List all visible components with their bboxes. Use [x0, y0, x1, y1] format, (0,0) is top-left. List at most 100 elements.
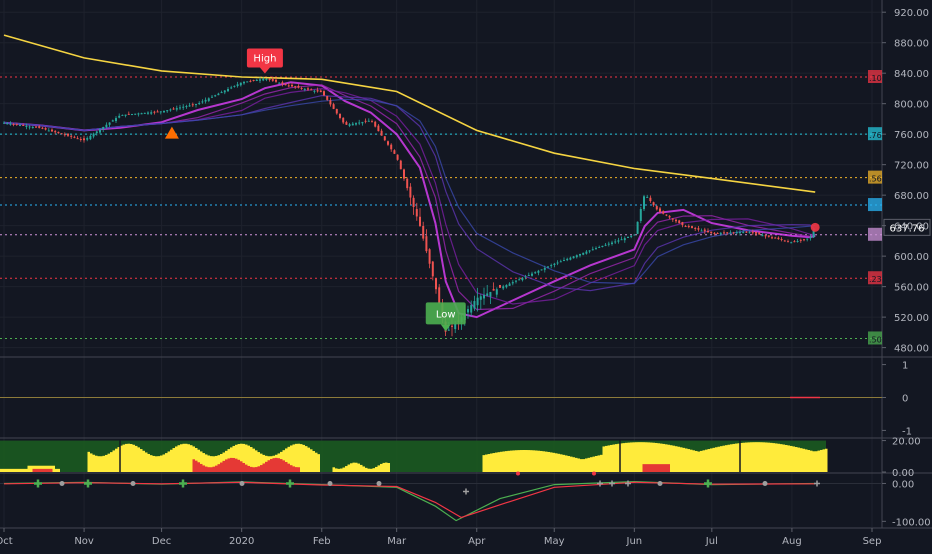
- price-axis-label: 480.00: [894, 344, 929, 355]
- osc2-bar: [485, 454, 488, 472]
- candle-body: [563, 260, 565, 262]
- osc2-bar: [0, 468, 3, 472]
- osc2-bar-red: [245, 464, 248, 472]
- candle-body: [239, 82, 242, 86]
- candle-body: [761, 235, 764, 237]
- candle-body: [508, 283, 511, 286]
- osc2-bar: [595, 455, 598, 472]
- osc2-bar-red: [237, 459, 240, 472]
- candle-body: [527, 275, 530, 277]
- candle-body: [694, 227, 697, 229]
- candle-body: [707, 230, 709, 233]
- time-axis-label: Apr: [468, 536, 486, 547]
- osc2-bar: [102, 455, 105, 472]
- osc2-bar-red: [45, 468, 48, 472]
- price-axis-label: 680.00: [894, 191, 929, 202]
- osc2-bar-red: [40, 468, 43, 472]
- osc2-bar: [242, 443, 245, 472]
- candle-body: [92, 133, 95, 137]
- ma-ribbon-line: [3, 84, 816, 311]
- level-tag: [868, 69, 882, 83]
- osc2-bar-red: [662, 464, 665, 472]
- osc2-bar-red: [50, 468, 53, 472]
- osc2-bar: [487, 454, 490, 472]
- candle-body: [63, 134, 66, 136]
- osc2-bar: [157, 456, 160, 472]
- osc2-bar: [120, 445, 123, 472]
- osc2-bar: [597, 455, 600, 472]
- osc2-bar: [605, 445, 608, 472]
- candle-body: [476, 297, 479, 306]
- osc2-bar: [720, 446, 723, 472]
- candle-body: [627, 236, 629, 238]
- osc2-bar: [495, 452, 498, 472]
- candle-body: [255, 79, 258, 82]
- candle-body: [601, 245, 604, 248]
- osc2-bar: [797, 447, 800, 472]
- time-axis-label: Oct: [0, 536, 13, 547]
- candle-body: [511, 282, 514, 284]
- candle-body: [380, 130, 383, 136]
- dot-gray-icon: [239, 480, 245, 486]
- osc2-bar: [607, 445, 610, 472]
- osc2-bar: [347, 464, 350, 472]
- candle-body: [598, 246, 601, 248]
- osc2-bar-red: [42, 468, 45, 472]
- osc2-bar: [145, 452, 148, 472]
- candle-body: [198, 102, 201, 104]
- candle-body: [374, 121, 377, 127]
- candle-body: [31, 126, 34, 128]
- candle-body: [67, 133, 69, 136]
- candle-body: [611, 242, 613, 244]
- osc2-bar: [752, 442, 755, 472]
- level-tag: [868, 331, 882, 345]
- osc2-bar: [305, 446, 308, 472]
- time-axis-label: Dec: [152, 536, 171, 547]
- osc2-bar: [152, 455, 155, 472]
- dot-gray-icon: [130, 480, 136, 486]
- candle-body: [665, 214, 668, 216]
- osc2-bar: [170, 449, 173, 472]
- osc2-bar-red: [295, 467, 298, 472]
- osc2-bar: [767, 442, 770, 472]
- candle-body: [118, 115, 121, 118]
- osc2-bar-red: [280, 459, 283, 472]
- candle-body: [134, 113, 137, 115]
- osc2-bar: [790, 445, 793, 472]
- candle-body: [313, 90, 316, 92]
- osc2-bar: [150, 455, 153, 472]
- candle-body: [422, 226, 425, 239]
- osc2-bar: [342, 467, 345, 472]
- osc2-bar: [567, 456, 570, 472]
- osc2-bar-red: [195, 460, 198, 472]
- candle-body: [140, 113, 143, 115]
- osc2-bar: [525, 450, 528, 472]
- osc2-bar: [667, 444, 670, 472]
- osc2-bar: [575, 457, 578, 472]
- osc2-bar: [662, 443, 665, 472]
- osc2-bar: [717, 446, 720, 472]
- candle-body: [515, 280, 517, 282]
- osc3-axis-label: 0.00: [892, 479, 914, 490]
- osc2-bar: [625, 442, 628, 472]
- candle-body: [214, 95, 217, 97]
- osc2-bar: [160, 455, 163, 472]
- osc2-bar-red: [665, 464, 668, 472]
- candle-body: [489, 292, 492, 297]
- candle-body: [195, 104, 197, 106]
- candle-body: [51, 129, 53, 132]
- candle-body: [249, 80, 252, 82]
- candle-body: [361, 121, 364, 124]
- osc2-bar: [297, 443, 300, 472]
- osc2-bar-red: [660, 464, 663, 472]
- osc2-bar-red: [230, 457, 233, 472]
- candle-body: [649, 197, 652, 202]
- candle-body: [131, 114, 133, 116]
- osc2-bar: [15, 468, 18, 472]
- candle-body: [230, 87, 233, 89]
- osc2-bar: [782, 444, 785, 472]
- candle-body: [159, 111, 162, 113]
- candle-body: [25, 126, 28, 128]
